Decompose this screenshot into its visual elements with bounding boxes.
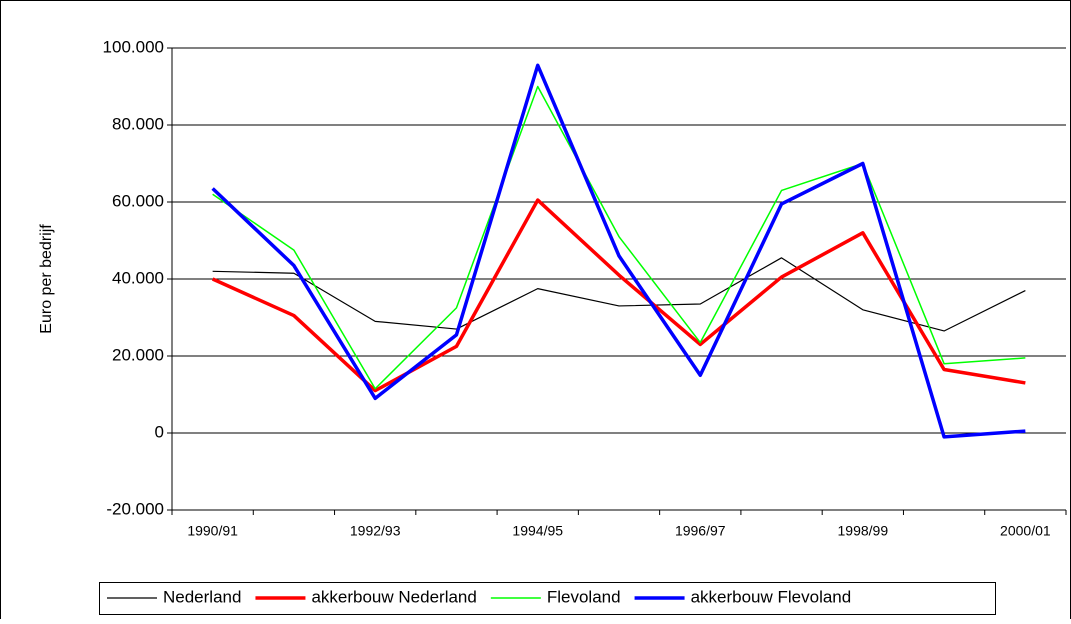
series-line [211, 63, 1026, 439]
y-tick-label: 40.000 [112, 268, 164, 287]
y-axis-title: Euro per bedrijf [38, 224, 55, 334]
x-tick-label: 2000/01 [1000, 523, 1051, 539]
series-line [212, 85, 1026, 390]
y-tick-label: -20.000 [106, 499, 164, 518]
legend-label: Flevoland [547, 587, 621, 606]
x-tick-label: 1998/99 [838, 523, 889, 539]
legend-label: Nederland [163, 587, 241, 606]
series-line [212, 257, 1026, 332]
series-line [211, 198, 1026, 393]
y-tick-label: 0 [155, 422, 164, 441]
y-tick-label: 20.000 [112, 345, 164, 364]
legend-box [99, 582, 996, 615]
x-tick-label: 1994/95 [512, 523, 563, 539]
y-tick-label: 60.000 [112, 191, 164, 210]
x-tick-label: 1992/93 [350, 523, 401, 539]
legend-label: akkerbouw Flevoland [691, 587, 852, 606]
y-tick-label: 80.000 [112, 114, 164, 133]
x-tick-label: 1990/91 [187, 523, 238, 539]
y-tick-label: 100.000 [103, 37, 164, 56]
x-tick-label: 1996/97 [675, 523, 726, 539]
legend-label: akkerbouw Nederland [311, 587, 476, 606]
